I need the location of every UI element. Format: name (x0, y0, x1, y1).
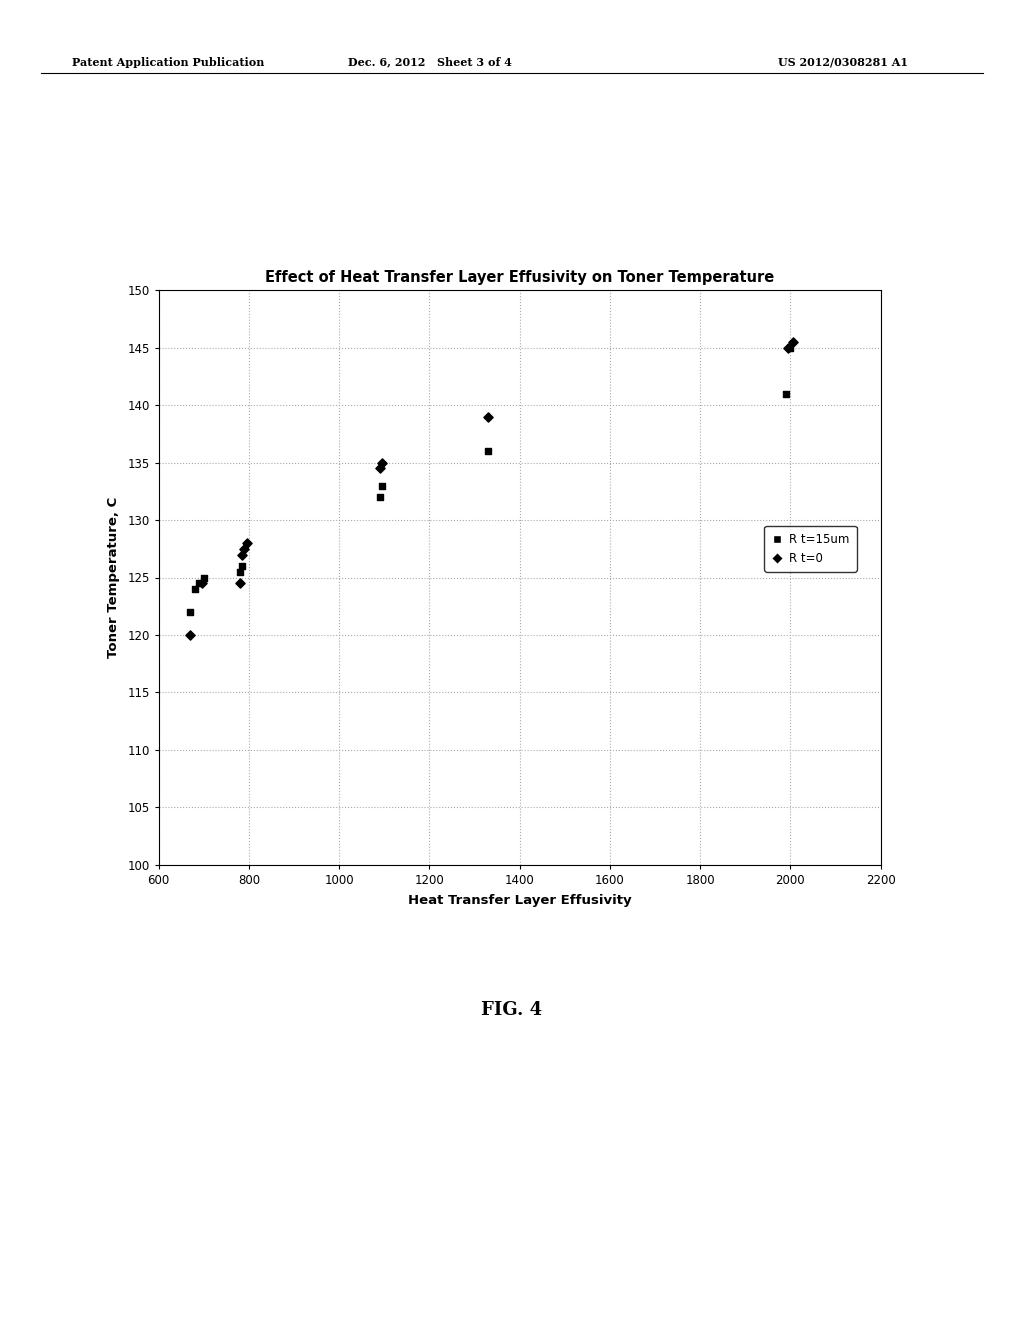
R t=0 (237, 539, 253, 560)
Text: Dec. 6, 2012   Sheet 3 of 4: Dec. 6, 2012 Sheet 3 of 4 (348, 57, 512, 67)
Legend: R t=15um, R t=0: R t=15um, R t=0 (765, 525, 857, 572)
R t=15um (234, 556, 251, 577)
Text: FIG. 4: FIG. 4 (481, 1001, 543, 1019)
R t=0 (372, 458, 388, 479)
Title: Effect of Heat Transfer Layer Effusivity on Toner Temperature: Effect of Heat Transfer Layer Effusivity… (265, 271, 774, 285)
R t=15um (231, 561, 248, 582)
X-axis label: Heat Transfer Layer Effusivity: Heat Transfer Layer Effusivity (408, 894, 632, 907)
R t=15um (480, 441, 497, 462)
R t=0 (780, 337, 797, 358)
Text: US 2012/0308281 A1: US 2012/0308281 A1 (778, 57, 908, 67)
R t=15um (186, 578, 203, 599)
R t=0 (784, 331, 801, 352)
R t=15um (374, 475, 390, 496)
R t=15um (777, 383, 794, 404)
R t=0 (234, 544, 251, 565)
R t=0 (194, 573, 210, 594)
R t=0 (239, 532, 255, 553)
Y-axis label: Toner Temperature, C: Toner Temperature, C (108, 496, 121, 659)
R t=15um (182, 602, 199, 623)
Text: Patent Application Publication: Patent Application Publication (72, 57, 264, 67)
R t=15um (196, 566, 212, 587)
R t=15um (782, 337, 799, 358)
R t=0 (480, 407, 497, 428)
R t=15um (372, 487, 388, 508)
R t=0 (231, 573, 248, 594)
R t=0 (374, 451, 390, 473)
R t=0 (182, 624, 199, 645)
R t=15um (191, 573, 208, 594)
